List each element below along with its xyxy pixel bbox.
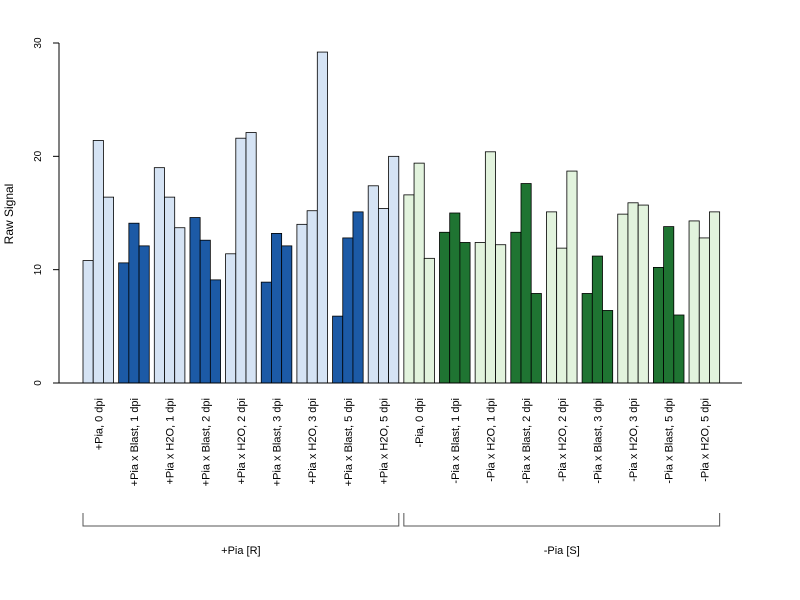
x-tick-label: +Pia x Blast, 2 dpi [200,398,212,486]
bars-layer [82,51,721,384]
bar [189,217,201,384]
y-tick-label: 0 [33,380,44,386]
bar [138,245,150,384]
bar [209,279,221,384]
bar [474,242,486,384]
bar [673,314,685,384]
bar [698,237,710,384]
bar [332,315,344,384]
x-tick-label: +Pia x H2O, 1 dpi [165,398,177,485]
bar [439,231,451,384]
bar [388,155,400,384]
x-tick-label: +Pia x Blast, 5 dpi [343,398,355,486]
bar [627,202,639,384]
x-tick-label: -Pia, 0 dpi [414,398,426,448]
bar [423,257,435,384]
bar [556,247,568,384]
bar [377,208,389,384]
x-tick-label: +Pia x H2O, 5 dpi [379,398,391,485]
x-tick-label: -Pia x H2O, 5 dpi [699,398,711,482]
bar [82,260,94,384]
bar [245,132,257,384]
bar [225,253,237,384]
x-tick-label: -Pia x Blast, 5 dpi [664,398,676,484]
group-brackets: +Pia [R] -Pia [S] [82,513,721,557]
x-tick-label: -Pia x H2O, 3 dpi [628,398,640,482]
bar [617,213,629,384]
x-tick-label: -Pia x H2O, 2 dpi [557,398,569,482]
x-tick-label: +Pia x H2O, 2 dpi [236,398,248,485]
bar [709,211,721,384]
bar [403,194,415,384]
category-labels: +Pia, 0 dpi +Pia x Blast, 1 dpi +Pia x H2O… [93,398,711,486]
bar [281,245,293,384]
x-tick-label: -Pia x Blast, 1 dpi [450,398,462,484]
bar [342,237,354,384]
bar [367,185,379,384]
bar [153,167,165,384]
bar [174,227,186,384]
y-axis: 0 10 20 30 [33,37,60,386]
bar [637,204,649,384]
bar [495,244,507,384]
bar [128,222,140,384]
x-tick-label: -Pia x Blast, 2 dpi [521,398,533,484]
bar [591,255,603,384]
x-tick-label: +Pia x Blast, 1 dpi [129,398,141,486]
bar [449,212,461,384]
x-tick-label: -Pia x H2O, 1 dpi [485,398,497,482]
y-tick-label: 20 [33,150,44,162]
bar [688,220,700,384]
y-axis-title: Raw Signal [2,184,16,245]
bar [546,211,558,384]
bar [413,162,425,384]
group-label: -Pia [S] [544,545,580,557]
bar [566,170,578,384]
bar [306,210,318,384]
x-tick-label: +Pia x Blast, 3 dpi [272,398,284,486]
bar [602,310,614,384]
group-bracket [82,513,400,527]
bar [510,231,522,384]
bar [92,140,104,384]
x-tick-label: +Pia, 0 dpi [93,398,105,450]
bar [235,137,247,384]
group-label: +Pia [R] [221,545,260,557]
bar [653,266,665,384]
group-bracket [403,513,721,527]
y-tick-label: 10 [33,264,44,276]
bar [530,293,542,384]
bar [352,211,364,384]
x-tick-label: +Pia x H2O, 3 dpi [307,398,319,485]
bar [484,151,496,384]
bar [103,196,115,384]
bar [199,239,211,384]
bar [296,223,308,384]
bar [271,232,283,384]
bar [520,183,532,384]
y-tick-label: 30 [33,37,44,49]
bar [581,293,593,384]
x-tick-label: -Pia x Blast, 3 dpi [592,398,604,484]
bar [164,196,176,384]
bar [459,242,471,384]
bar [260,281,272,384]
bar [118,262,130,384]
bar [663,226,675,384]
bar [316,51,328,384]
